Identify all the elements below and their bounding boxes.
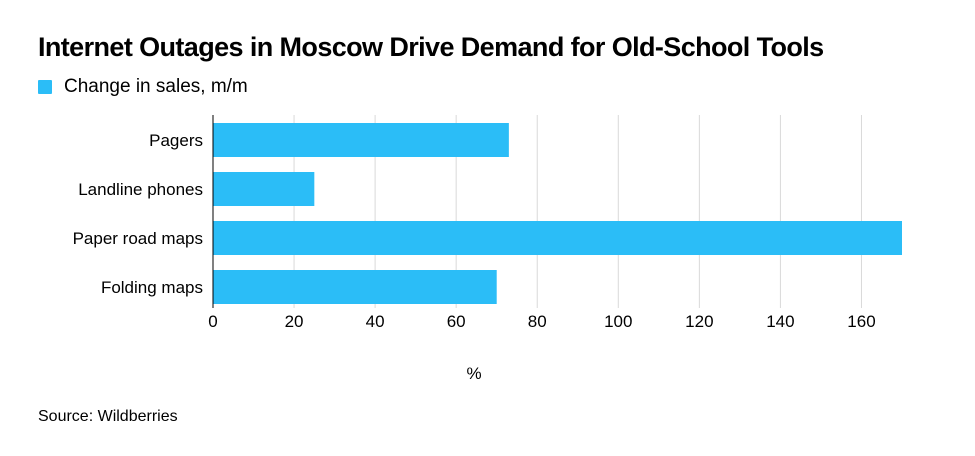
category-label-folding-maps: Folding maps: [101, 278, 203, 297]
bar-paper-road-maps: [213, 221, 902, 255]
x-tick-label-100: 100: [604, 312, 632, 331]
x-tick-label-20: 20: [285, 312, 304, 331]
bar-folding-maps: [213, 270, 497, 304]
x-tick-label-120: 120: [685, 312, 713, 331]
legend-label: Change in sales, m/m: [64, 76, 248, 97]
chart-title: Internet Outages in Moscow Drive Demand …: [38, 32, 824, 62]
category-label-pagers: Pagers: [149, 131, 203, 150]
source-note: Source: Wildberries: [38, 408, 178, 425]
category-label-paper-road-maps: Paper road maps: [73, 229, 203, 248]
legend: Change in sales, m/m: [38, 76, 248, 98]
category-label-landline-phones: Landline phones: [78, 180, 203, 199]
x-tick-label-60: 60: [447, 312, 466, 331]
x-axis-label: %: [466, 364, 481, 383]
legend-swatch: [38, 80, 52, 94]
x-tick-label-140: 140: [766, 312, 794, 331]
x-tick-label-80: 80: [528, 312, 547, 331]
bar-pagers: [213, 123, 509, 157]
bar-landline-phones: [213, 172, 315, 206]
x-tick-label-0: 0: [208, 312, 217, 331]
x-tick-label-40: 40: [366, 312, 385, 331]
x-tick-label-160: 160: [847, 312, 875, 331]
